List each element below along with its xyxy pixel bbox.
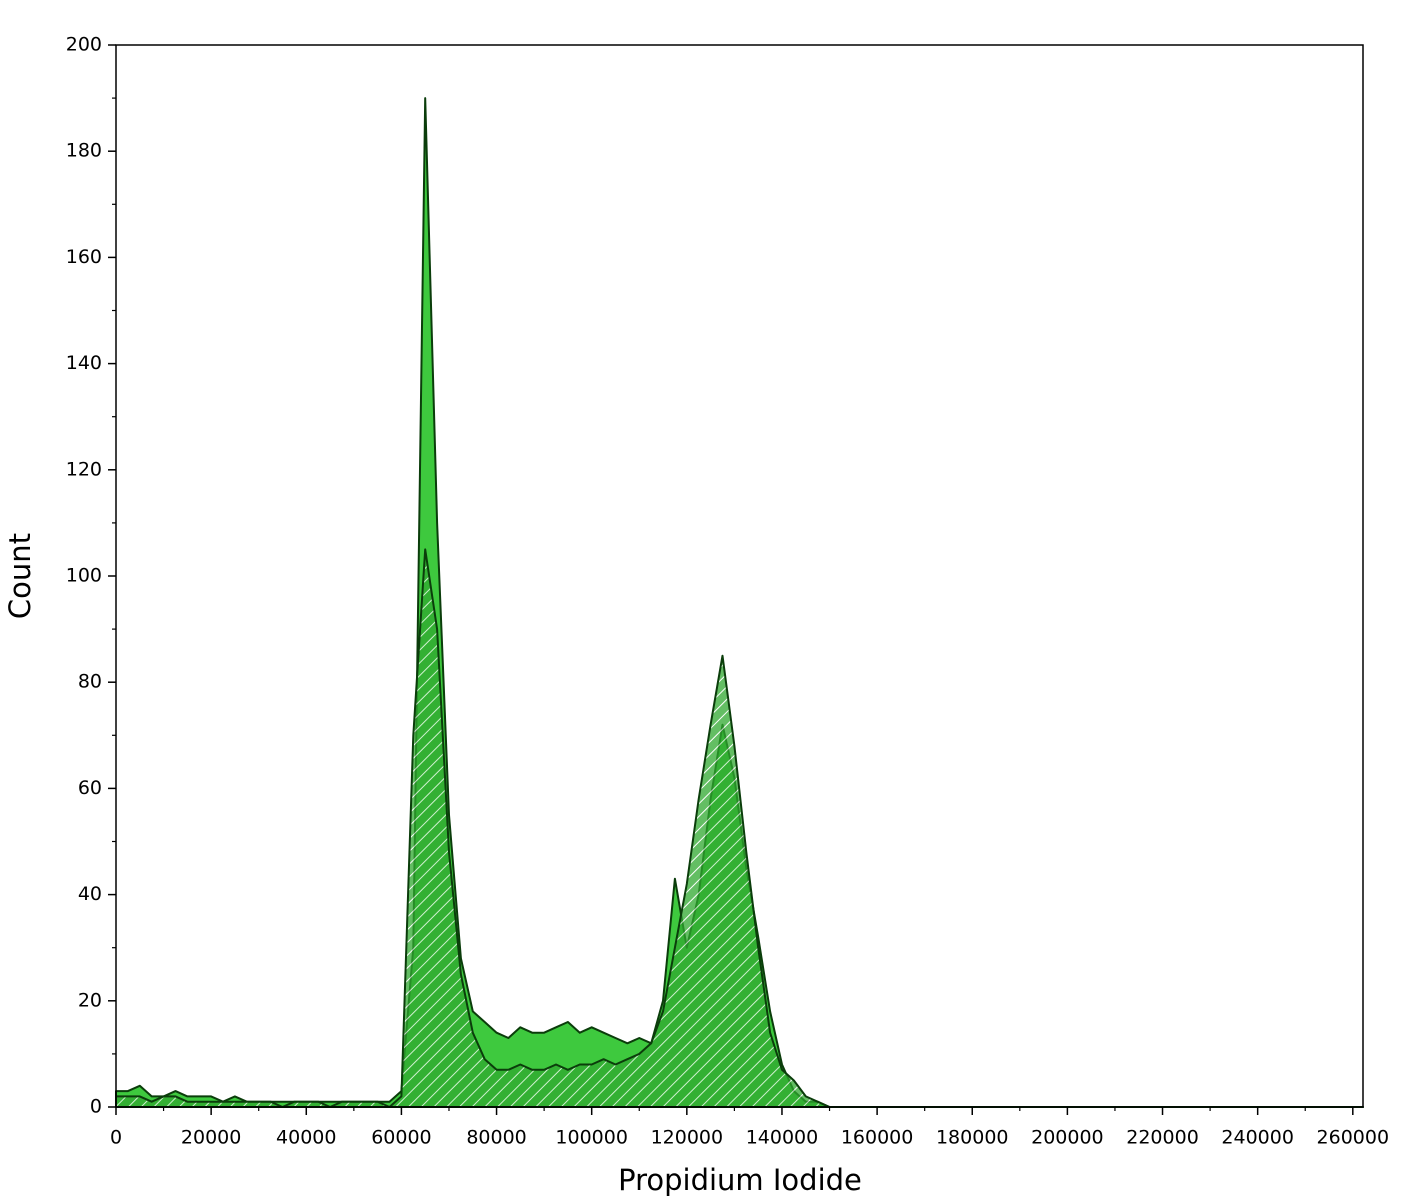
x-tick-label: 260000 (1317, 1127, 1390, 1149)
plot-area (115, 97, 1364, 1108)
y-tick-label: 40 (78, 883, 102, 905)
x-tick-label: 240000 (1221, 1127, 1294, 1149)
x-tick-label: 0 (110, 1127, 122, 1149)
x-tick-label: 120000 (651, 1127, 724, 1149)
x-tick-label: 80000 (466, 1127, 526, 1149)
y-axis-label: Count (3, 533, 37, 619)
y-tick-label: 200 (66, 34, 102, 56)
y-tick-label: 120 (66, 458, 102, 480)
y-tick-label: 20 (78, 989, 102, 1011)
x-tick-label: 100000 (555, 1127, 628, 1149)
x-tick-label: 60000 (371, 1127, 431, 1149)
y-tick-label: 60 (78, 777, 102, 799)
x-tick-label: 160000 (841, 1127, 914, 1149)
y-tick-label: 180 (66, 140, 102, 162)
x-tick-label: 220000 (1126, 1127, 1199, 1149)
x-tick-label: 40000 (276, 1127, 336, 1149)
y-tick-label: 140 (66, 352, 102, 374)
y-tick-label: 160 (66, 246, 102, 268)
x-axis-label: Propidium Iodide (618, 1163, 862, 1197)
y-tick-label: 100 (66, 565, 102, 587)
x-tick-label: 200000 (1031, 1127, 1104, 1149)
y-tick-label: 80 (78, 671, 102, 693)
x-tick-label: 140000 (746, 1127, 819, 1149)
y-tick-label: 0 (90, 1096, 102, 1118)
histogram-area (115, 548, 1364, 1108)
x-tick-label: 180000 (936, 1127, 1009, 1149)
x-tick-label: 20000 (181, 1127, 241, 1149)
